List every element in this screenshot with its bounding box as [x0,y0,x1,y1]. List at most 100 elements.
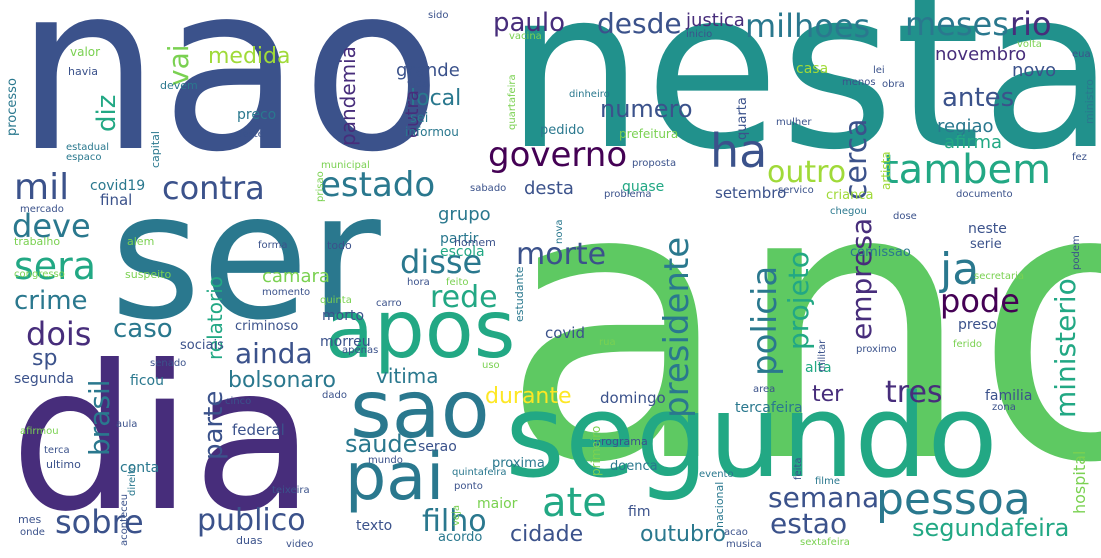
word: tambem [883,147,1052,193]
word: capital [149,131,162,168]
word: tres [885,375,943,410]
word: pandemia [336,46,360,146]
word: medida [208,44,291,69]
word: feito [446,277,469,288]
word: covid19 [90,178,146,194]
word: pessoa [876,474,1031,525]
word: final [100,191,133,209]
word: municipal [321,160,370,171]
word: estado [320,165,436,205]
word: zona [992,402,1016,413]
word: homem [454,236,496,249]
word: ficou [130,373,164,389]
word: dinheiro [569,89,610,100]
word: sei [410,111,429,126]
word: crime [14,286,88,316]
word: afirmou [20,426,59,437]
word: segundafeira [912,514,1070,542]
word: afirma [944,132,1003,153]
word: meses [905,5,1009,43]
word: nacional [713,481,726,528]
word: rede [430,280,498,315]
word: musica [726,539,762,550]
word: diz [92,94,122,132]
word: servico [778,185,814,196]
word: chegou [830,206,867,217]
word: outubro [640,522,726,547]
word: contra [162,169,265,207]
word: empresa [845,217,878,340]
word: lei [873,65,885,76]
word: quase [622,179,665,195]
word: novembro [935,44,1027,65]
word: menos [842,77,876,88]
word: informou [405,125,459,139]
word: numero [600,95,693,123]
word: ano [500,103,1101,546]
word: hora [407,277,430,288]
word: aula [116,419,138,430]
word: carro [376,298,402,309]
word: problema [604,189,652,200]
word: deste [236,129,264,140]
word: federal [232,421,285,439]
word: terca [44,445,70,456]
word: projeto [782,251,815,350]
word: nesta [505,0,1101,198]
word: filho [422,504,487,539]
word: proposta [632,158,677,169]
word: alta [805,360,832,376]
word: rio [1010,5,1052,43]
word: preco [237,107,277,123]
word: hospital [1070,450,1089,514]
word: disse [400,243,483,281]
word: camara [262,266,330,287]
word: teixeira [272,485,310,496]
word: volta [1017,39,1042,50]
word: sextafeira [800,537,850,548]
word: devem [160,79,198,92]
word: sp [32,346,58,371]
word: pode [940,282,1020,320]
word: ja [940,244,980,295]
word: doenca [610,459,658,474]
word: estao [770,507,848,540]
word: podem [1071,235,1082,270]
word: serao [418,439,457,455]
word: aconteceu [119,493,130,546]
word: ter [812,382,844,407]
word: justica [686,10,745,31]
word: veja [451,505,462,526]
word: governo [488,135,628,175]
word: prefeitura [619,127,679,141]
word: trabalho [14,235,61,248]
word: duas [236,534,263,547]
word: prisao [315,171,326,202]
word: ser [110,156,381,359]
word: familia [985,388,1033,404]
word: eua [1072,49,1091,60]
word: conta [120,460,160,476]
word: texto [356,518,393,534]
word: casa [796,61,829,77]
word: serie [970,237,1002,252]
word: grande [396,60,460,81]
word: vida [407,79,429,90]
word: dose [893,211,917,222]
word: sao [350,363,490,456]
word: quinta [320,295,352,306]
word: dois [26,315,92,353]
word: local [410,86,462,111]
word: mercado [20,204,64,215]
word: maior [477,496,518,512]
word: evento [699,469,734,480]
word: cinco [225,396,252,407]
word: processo [5,78,20,136]
word: quarta [735,97,750,140]
word: sido [428,10,449,21]
word: programa [594,435,648,448]
word: dia [10,323,316,556]
word: mulher [776,117,812,128]
word: ate [542,480,607,526]
word: quintafeira [452,467,507,478]
